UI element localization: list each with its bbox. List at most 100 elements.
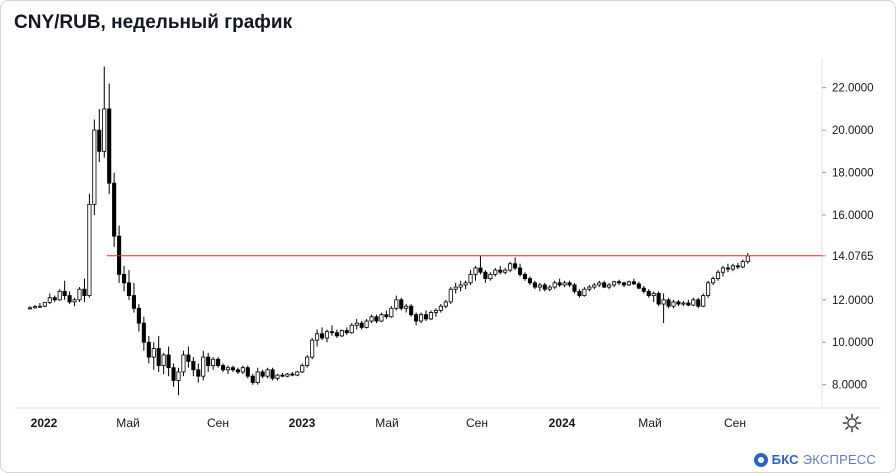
candle-body (310, 339, 315, 358)
candle-body (542, 284, 547, 290)
candle (230, 365, 236, 372)
candle (626, 280, 631, 287)
candle (735, 262, 740, 270)
candle-body (547, 286, 552, 290)
candle (572, 282, 577, 294)
candle (359, 321, 364, 330)
y-tick-label: 18.0000 (832, 168, 874, 180)
candle-body (522, 273, 528, 280)
y-tick-label: 12.0000 (832, 295, 874, 307)
candle-body (250, 375, 255, 383)
candle-body (404, 305, 409, 309)
candle (631, 278, 636, 285)
gear-icon[interactable] (842, 413, 862, 433)
candle (62, 280, 67, 300)
candle (216, 357, 221, 368)
candle (740, 259, 745, 268)
candle-body (607, 284, 612, 288)
candle-body (453, 286, 458, 290)
candle (186, 346, 191, 368)
candle-body (186, 354, 191, 362)
candle (161, 352, 166, 375)
candle-body (394, 299, 399, 309)
candle-body (641, 287, 646, 292)
candle-body (508, 263, 513, 271)
candle (468, 270, 473, 285)
candle-body (676, 301, 681, 305)
candle (324, 329, 330, 343)
candle-body (617, 281, 622, 284)
candle-body (136, 307, 141, 324)
candle-body (651, 293, 656, 296)
candle (265, 367, 270, 379)
current-price-label: 14.0765 (832, 251, 874, 263)
candle (394, 295, 399, 311)
candle-body (399, 299, 404, 309)
candle (57, 289, 62, 301)
candle (661, 293, 666, 324)
candle (107, 83, 112, 194)
candle (285, 373, 290, 378)
candle-body (409, 305, 414, 316)
candle-body (97, 129, 102, 152)
candle-body (626, 281, 631, 286)
candle (305, 354, 310, 368)
candle-body (319, 333, 325, 339)
x-axis: 2022 Май Сен 2023 Май Сен 2024 Май Сен (31, 416, 746, 430)
page-title: CNY/RUB, недельный график (14, 12, 293, 33)
candle-body (354, 322, 359, 326)
candle-body (720, 267, 726, 273)
candle (290, 371, 295, 377)
candle-body (448, 288, 453, 303)
candle-body (686, 302, 691, 306)
candle-body (72, 299, 77, 303)
candle (701, 293, 706, 308)
candle-body (146, 341, 151, 358)
candle (567, 280, 572, 288)
candle-body (711, 278, 716, 284)
candle (260, 369, 265, 379)
candle (552, 280, 557, 290)
candle (428, 310, 433, 320)
candle-body (260, 371, 265, 377)
candle (67, 291, 72, 305)
candle-body (112, 182, 117, 237)
candle (354, 318, 359, 330)
x-tick-label: 2024 (549, 416, 576, 430)
candle-body (141, 322, 146, 343)
candle-body (552, 282, 557, 288)
candle (384, 310, 389, 319)
x-tick-label: Сен (724, 416, 746, 430)
candle (47, 293, 52, 305)
candle (329, 325, 334, 336)
candle-body (433, 310, 438, 313)
candle (126, 270, 132, 300)
candle (607, 282, 612, 290)
candle-body (122, 273, 127, 284)
candle-body (265, 369, 270, 377)
candle (245, 365, 250, 379)
candle-body (171, 367, 176, 381)
candle-body (334, 332, 339, 337)
candle (716, 270, 721, 281)
candle (225, 365, 231, 375)
candle (82, 278, 87, 302)
candle-body (503, 269, 508, 273)
candle (275, 374, 280, 381)
candle (240, 365, 245, 375)
candle-body (488, 273, 493, 280)
candle (92, 119, 97, 215)
candle-body (473, 267, 478, 275)
candle-body (305, 356, 310, 366)
candle-body (151, 348, 156, 358)
candle (399, 297, 404, 311)
candle (196, 363, 201, 383)
candle (651, 291, 656, 302)
candle-body (463, 282, 468, 286)
candle (725, 263, 730, 273)
candle (131, 282, 137, 313)
candle (681, 300, 686, 307)
candle (547, 284, 552, 292)
candle (503, 268, 508, 275)
